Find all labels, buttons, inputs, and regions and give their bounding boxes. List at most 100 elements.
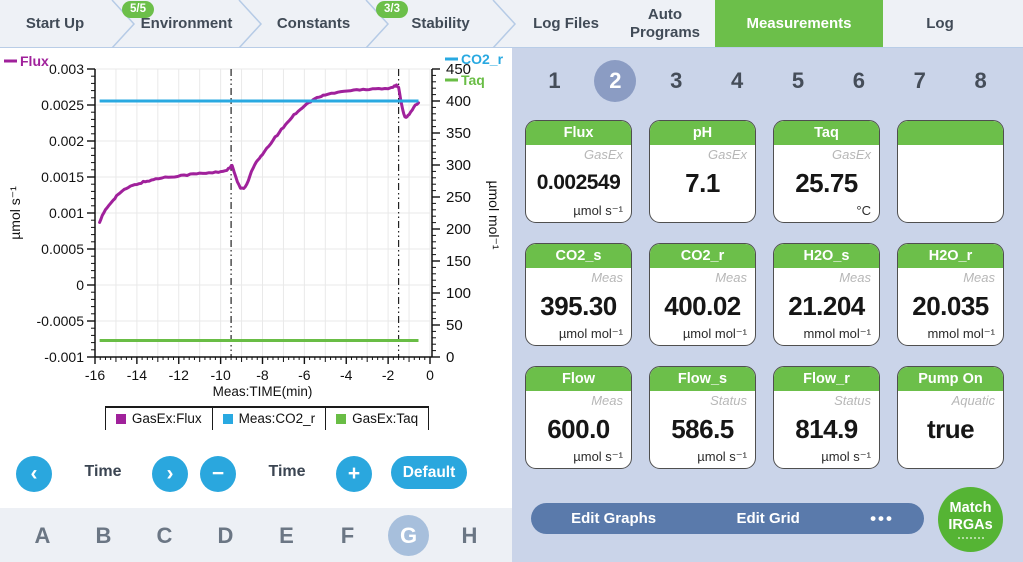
svg-text:350: 350 bbox=[446, 125, 471, 142]
measurement-card-pump-on[interactable]: Pump On Aquatic true bbox=[897, 366, 1004, 469]
more-options-icon[interactable]: ••• bbox=[840, 509, 924, 529]
time-pan-next-button[interactable]: › bbox=[152, 456, 188, 492]
nav-tab-constants[interactable]: Constants bbox=[263, 0, 364, 47]
legend-swatch-icon bbox=[222, 413, 233, 424]
svg-text:200: 200 bbox=[446, 221, 471, 238]
graph-tab-label: B bbox=[95, 522, 112, 548]
card-value: 600.0 bbox=[547, 413, 610, 444]
time-zoom-in-button[interactable]: + bbox=[336, 456, 372, 492]
svg-text:0.002: 0.002 bbox=[49, 133, 84, 149]
svg-text:150: 150 bbox=[446, 253, 471, 270]
measurement-card-flow[interactable]: Flow Meas 600.0 µmol s⁻¹ bbox=[525, 366, 632, 469]
nav-tab-auto-programs[interactable]: Auto Programs bbox=[615, 0, 715, 47]
measurement-card-h2o-s[interactable]: H2O_s Meas 21.204 mmol mol⁻¹ bbox=[773, 243, 880, 346]
default-range-button[interactable]: Default bbox=[391, 456, 467, 489]
svg-text:-10: -10 bbox=[211, 367, 231, 383]
measurement-card-co2-r[interactable]: CO2_r Meas 400.02 µmol mol⁻¹ bbox=[649, 243, 756, 346]
grid-page-label: 1 bbox=[548, 68, 561, 93]
graph-tab-f[interactable]: F bbox=[317, 508, 378, 562]
grid-page-8[interactable]: 8 bbox=[950, 60, 1011, 102]
pan-axis-label: Time bbox=[84, 463, 122, 480]
graph-tab-b[interactable]: B bbox=[73, 508, 134, 562]
nav-tab-label: Log bbox=[926, 14, 954, 32]
graph-tab-e[interactable]: E bbox=[256, 508, 317, 562]
nav-tab-label: Constants bbox=[276, 14, 351, 32]
svg-text:0: 0 bbox=[426, 367, 434, 383]
nav-tab-label: Log Files bbox=[533, 14, 599, 32]
y-axis-right: 0 50 100 150 200 250 300 350 400 450 µmol mol⁻¹ bbox=[432, 61, 502, 366]
svg-text:µmol s⁻¹: µmol s⁻¹ bbox=[7, 186, 23, 240]
nav-tab-log-files[interactable]: Log Files bbox=[517, 0, 615, 47]
graph-tab-a[interactable]: A bbox=[12, 508, 73, 562]
edit-grid-button[interactable]: Edit Grid bbox=[696, 510, 840, 527]
card-title: Taq bbox=[774, 121, 879, 145]
legend-label: GasEx:Flux bbox=[131, 411, 202, 426]
graph-tab-g[interactable]: G bbox=[378, 508, 439, 562]
graph-tab-h[interactable]: H bbox=[439, 508, 500, 562]
measurement-card-ph[interactable]: pH GasEx 7.1 bbox=[649, 120, 756, 223]
grid-page-7[interactable]: 7 bbox=[889, 60, 950, 102]
card-source bbox=[898, 145, 1003, 163]
grid-page-5[interactable]: 5 bbox=[768, 60, 829, 102]
nav-tab-label: Measurements bbox=[746, 14, 852, 32]
measurement-grid: Flux GasEx 0.002549 µmol s⁻¹ pH GasEx 7.1 Taq Ga… bbox=[525, 120, 1004, 469]
svg-text:µmol mol⁻¹: µmol mol⁻¹ bbox=[486, 180, 502, 249]
card-value: 400.02 bbox=[664, 290, 741, 321]
legend-item-meas-co2-r[interactable]: Meas:CO2_r bbox=[212, 406, 327, 430]
svg-text:0.0015: 0.0015 bbox=[41, 169, 84, 185]
card-source: GasEx bbox=[583, 147, 623, 162]
nav-tab-environment[interactable]: Environment bbox=[136, 0, 237, 47]
svg-text:0: 0 bbox=[76, 277, 84, 293]
measurement-card-h2o-r[interactable]: H2O_r Meas 20.035 mmol mol⁻¹ bbox=[897, 243, 1004, 346]
time-pan-prev-button[interactable]: ‹ bbox=[16, 456, 52, 492]
match-irgas-button[interactable]: Match IRGAs bbox=[938, 487, 1003, 552]
match-irgas-dots bbox=[957, 536, 984, 539]
card-value: 395.30 bbox=[540, 290, 617, 321]
card-source: Meas bbox=[963, 270, 995, 285]
nav-tab-label: Auto Programs bbox=[629, 6, 701, 41]
grid-page-2[interactable]: 2 bbox=[585, 60, 646, 102]
legend-item-gasex-taq[interactable]: GasEx:Taq bbox=[326, 406, 430, 430]
measurement-chart[interactable]: -0.001 -0.0005 0 0.0005 0.001 0.0015 0.002 0.00… bbox=[0, 48, 512, 400]
measurement-card-empty-4[interactable] bbox=[897, 120, 1004, 223]
nav-tab-start-up[interactable]: Start Up bbox=[0, 0, 110, 47]
measurement-card-flow-r[interactable]: Flow_r Status 814.9 µmol s⁻¹ bbox=[773, 366, 880, 469]
nav-tab-log[interactable]: Log bbox=[883, 0, 997, 47]
graph-tab-label: G bbox=[388, 514, 429, 556]
grid-page-4[interactable]: 4 bbox=[707, 60, 768, 102]
card-source: Meas bbox=[715, 270, 747, 285]
graph-tab-d[interactable]: D bbox=[195, 508, 256, 562]
card-unit: µmol s⁻¹ bbox=[573, 203, 623, 218]
card-value: 0.002549 bbox=[536, 171, 621, 194]
time-zoom-out-button[interactable]: − bbox=[200, 456, 236, 492]
measurement-card-taq[interactable]: Taq GasEx 25.75 °C bbox=[773, 120, 880, 223]
grid-page-6[interactable]: 6 bbox=[828, 60, 889, 102]
svg-text:250: 250 bbox=[446, 189, 471, 206]
measurement-card-co2-s[interactable]: CO2_s Meas 395.30 µmol mol⁻¹ bbox=[525, 243, 632, 346]
chart-legend: GasEx:Flux Meas:CO2_r GasEx:Taq bbox=[0, 406, 512, 430]
measurement-card-flow-s[interactable]: Flow_s Status 586.5 µmol s⁻¹ bbox=[649, 366, 756, 469]
graph-tab-label: E bbox=[279, 522, 294, 548]
card-unit bbox=[650, 203, 755, 222]
edit-graphs-button[interactable]: Edit Graphs bbox=[531, 510, 696, 527]
card-value: 7.1 bbox=[685, 167, 720, 198]
grid-page-1[interactable]: 1 bbox=[524, 60, 585, 102]
graph-tab-label: A bbox=[34, 522, 51, 548]
nav-chevron-separator-icon bbox=[111, 0, 136, 48]
card-source: Status bbox=[834, 393, 871, 408]
measurement-card-flux[interactable]: Flux GasEx 0.002549 µmol s⁻¹ bbox=[525, 120, 632, 223]
card-unit: µmol s⁻¹ bbox=[821, 449, 871, 464]
grid-page-3[interactable]: 3 bbox=[646, 60, 707, 102]
svg-text:400: 400 bbox=[446, 93, 471, 110]
nav-tab-label: Environment bbox=[140, 14, 233, 32]
graph-tab-c[interactable]: C bbox=[134, 508, 195, 562]
nav-tab-measurements[interactable]: Measurements bbox=[715, 0, 883, 47]
legend-item-gasex-flux[interactable]: GasEx:Flux bbox=[104, 406, 213, 430]
legend-swatch-icon bbox=[336, 413, 347, 424]
edit-bar: Edit Graphs Edit Grid ••• bbox=[531, 503, 924, 534]
nav-tab-stability[interactable]: Stability bbox=[390, 0, 491, 47]
card-title: CO2_r bbox=[650, 244, 755, 268]
svg-text:-2: -2 bbox=[382, 367, 395, 383]
card-title: Flow_r bbox=[774, 367, 879, 391]
chart-panel: -0.001 -0.0005 0 0.0005 0.001 0.0015 0.002 0.00… bbox=[0, 48, 512, 562]
